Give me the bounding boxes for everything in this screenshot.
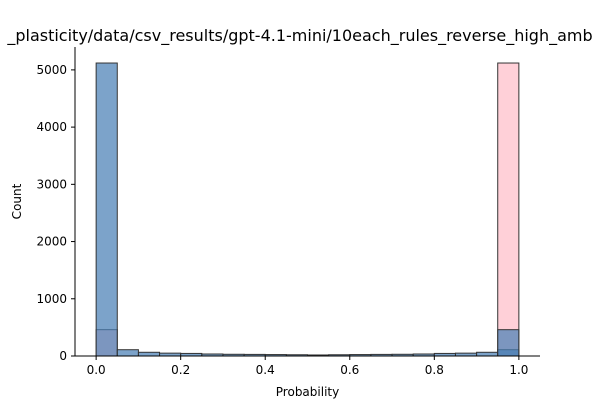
y-axis-label: Count: [10, 183, 24, 219]
y-tick-label: 5000: [36, 63, 67, 77]
series-1-bars: [95, 62, 520, 357]
x-tick-label: 0.6: [340, 363, 359, 377]
y-tick-label: 1000: [36, 292, 67, 306]
x-axis-label: Probability: [276, 385, 339, 399]
y-ticks-layer: 0 1000 2000 3000 4000 5000: [36, 63, 75, 363]
x-tick-label: 1.0: [509, 363, 528, 377]
x-ticks-layer: 0.0 0.2 0.4 0.6 0.8 1.0: [87, 356, 528, 377]
y-tick-label: 4000: [36, 120, 67, 134]
x-tick-label: 0.8: [425, 363, 444, 377]
x-tick-label: 0.4: [256, 363, 275, 377]
histogram-bar: [497, 62, 520, 357]
y-tick-label: 2000: [36, 235, 67, 249]
y-tick-label: 0: [59, 349, 67, 363]
histogram-bar: [476, 351, 499, 357]
histogram-bar: [95, 62, 118, 357]
x-tick-label: 0.2: [171, 363, 190, 377]
x-tick-label: 0.0: [87, 363, 106, 377]
chart-title: _plasticity/data/csv_results/gpt-4.1-min…: [6, 26, 592, 46]
bars-layer: [95, 62, 520, 357]
histogram-bar: [497, 329, 520, 357]
y-tick-label: 3000: [36, 177, 67, 191]
histogram-bar: [137, 351, 161, 357]
histogram-bar: [116, 349, 139, 357]
